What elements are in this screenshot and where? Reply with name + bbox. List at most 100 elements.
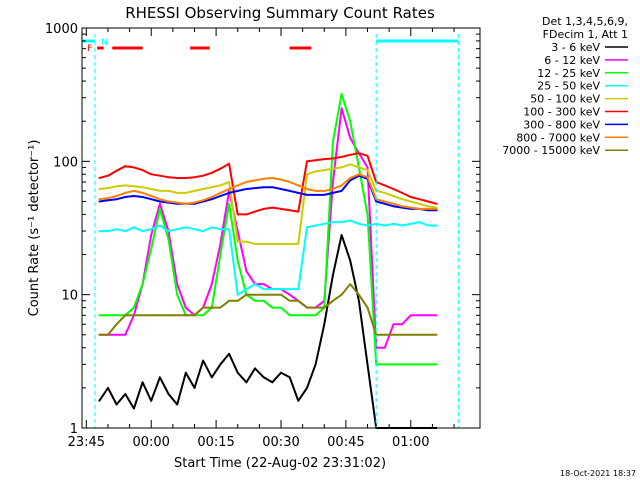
data-point-3-3	[124, 230, 127, 232]
data-point-3-36	[409, 222, 412, 225]
data-point-2-14	[219, 253, 222, 256]
data-point-5-6	[150, 173, 153, 176]
data-point-6-33	[383, 202, 386, 205]
data-point-3-5	[141, 230, 144, 232]
data-point-6-14	[219, 195, 222, 197]
data-point-5-30	[357, 152, 360, 155]
data-point-8-2	[115, 323, 118, 326]
legend-header-line-1: FDecim 1, Att 1	[543, 28, 628, 41]
data-point-4-0	[98, 188, 101, 190]
data-point-5-36	[409, 196, 412, 198]
data-point-5-20	[271, 206, 274, 209]
series-line-4	[99, 163, 437, 245]
data-point-8-15	[228, 299, 230, 302]
data-point-0-15	[228, 352, 230, 355]
data-point-5-8	[167, 176, 170, 179]
data-point-0-27	[332, 274, 334, 277]
footer-date: 18-Oct-2021 18:37	[560, 469, 636, 478]
data-point-2-19	[262, 299, 265, 302]
data-point-7-14	[219, 191, 222, 194]
data-point-7-35	[401, 205, 404, 208]
data-point-4-20	[271, 243, 274, 245]
data-point-8-34	[392, 333, 395, 336]
data-point-3-26	[323, 222, 326, 225]
data-point-5-13	[210, 171, 213, 174]
data-point-8-38	[427, 333, 429, 336]
data-point-7-33	[383, 200, 386, 203]
data-point-2-4	[133, 306, 135, 309]
data-point-0-18	[254, 367, 256, 370]
data-point-1-6	[150, 234, 153, 236]
data-point-6-20	[271, 186, 274, 189]
data-point-2-37	[418, 363, 421, 366]
legend-entry-label-8: 7000 - 15000 keV	[502, 144, 600, 157]
data-point-6-34	[392, 205, 395, 208]
data-point-7-1	[107, 197, 109, 199]
data-point-4-37	[418, 202, 421, 205]
data-point-5-2	[115, 169, 118, 172]
data-point-1-2	[115, 333, 118, 336]
data-point-4-9	[176, 191, 179, 194]
data-point-5-23	[297, 210, 300, 213]
data-point-4-1	[107, 187, 109, 189]
data-point-8-31	[366, 306, 369, 309]
data-point-7-8	[167, 200, 170, 203]
data-point-2-1	[107, 314, 109, 317]
data-point-7-9	[176, 201, 179, 204]
data-point-4-19	[262, 243, 265, 245]
data-point-5-1	[107, 174, 109, 177]
data-point-2-16	[236, 259, 239, 262]
data-point-0-9	[176, 403, 179, 406]
data-point-7-27	[332, 188, 334, 190]
series-line-5	[99, 152, 437, 216]
data-point-2-2	[115, 314, 118, 317]
x-tick-label-1: 00:00	[132, 435, 169, 450]
data-point-2-38	[427, 363, 429, 366]
data-point-2-28	[340, 93, 343, 95]
data-point-0-25	[314, 363, 317, 366]
data-point-1-17	[245, 270, 248, 273]
data-point-6-27	[332, 191, 334, 194]
data-point-7-20	[271, 177, 274, 179]
data-point-7-7	[158, 198, 161, 201]
data-point-5-16	[236, 213, 239, 216]
data-point-3-14	[219, 228, 222, 231]
data-point-8-37	[418, 333, 421, 336]
data-point-0-3	[124, 393, 127, 395]
data-point-1-9	[176, 283, 179, 286]
data-point-1-16	[236, 230, 239, 232]
flare-flag-label: F	[87, 44, 92, 54]
legend-entry-label-5: 100 - 300 keV	[523, 106, 600, 119]
data-point-8-18	[254, 293, 256, 296]
data-point-4-10	[184, 191, 187, 194]
data-point-8-39	[435, 333, 438, 336]
data-point-3-27	[332, 221, 334, 224]
data-point-8-6	[150, 314, 153, 317]
data-point-6-19	[262, 186, 265, 189]
data-point-2-6	[150, 248, 153, 250]
data-point-0-22	[288, 376, 291, 379]
data-point-2-5	[141, 283, 144, 286]
data-point-1-38	[427, 314, 429, 317]
data-point-8-28	[340, 293, 343, 296]
data-point-7-4	[133, 190, 135, 192]
legend-entry-label-7: 800 - 7000 keV	[516, 131, 600, 144]
data-point-7-26	[323, 190, 326, 192]
data-point-0-20	[271, 381, 274, 384]
data-point-1-13	[210, 283, 213, 286]
data-point-6-0	[98, 200, 101, 203]
data-point-3-38	[427, 224, 429, 227]
legend-entry-label-6: 300 - 800 keV	[523, 118, 600, 131]
data-point-0-10	[184, 371, 187, 374]
data-point-7-22	[288, 181, 291, 183]
data-point-0-17	[245, 381, 248, 384]
data-point-1-36	[409, 314, 412, 317]
y-axis: 1 10 100 1000	[45, 22, 480, 437]
data-point-2-31	[366, 213, 369, 216]
data-point-2-8	[167, 238, 170, 241]
x-axis-label: Start Time (22-Aug-02 23:31:02)	[174, 456, 386, 471]
data-point-7-31	[366, 176, 369, 179]
data-point-5-29	[349, 153, 352, 156]
data-point-7-38	[427, 207, 429, 210]
